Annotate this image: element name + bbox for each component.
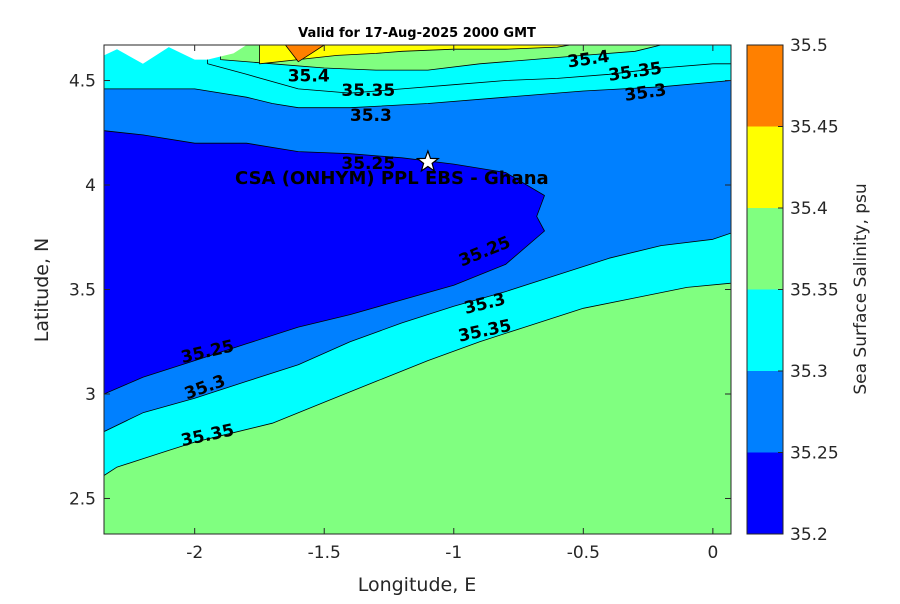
y-axis-label: Latitude, N bbox=[31, 238, 53, 343]
x-tick-label: -1 bbox=[445, 543, 462, 563]
site-marker: CSA (ONHYM) PPL EBS - Ghana bbox=[235, 149, 549, 189]
y-tick-label: 3.5 bbox=[69, 281, 96, 301]
y-axis: 2.5 3 3.5 4 4.5 bbox=[69, 72, 731, 509]
colorbar-label: Sea Surface Salinity, psu bbox=[851, 183, 871, 394]
colorbar-swatch bbox=[747, 371, 783, 453]
contour-label-6: 35.25 bbox=[341, 154, 395, 174]
y-tick-label: 4 bbox=[85, 176, 96, 196]
x-tick-label: -0.5 bbox=[567, 543, 600, 563]
colorbar-swatch bbox=[747, 208, 783, 290]
site-label: CSA (ONHYM) PPL EBS - Ghana bbox=[235, 168, 549, 189]
colorbar-swatch bbox=[747, 45, 783, 127]
colorbar-tick-label: 35.45 bbox=[790, 118, 839, 138]
star-icon bbox=[415, 149, 440, 173]
colorbar-swatch bbox=[747, 289, 783, 371]
x-axis-label: Longitude, E bbox=[358, 574, 477, 596]
colorbar-tick-label: 35.3 bbox=[790, 362, 828, 382]
contour-labels: 35.2535.335.3535.2535.335.3535.2535.335.… bbox=[179, 47, 667, 451]
land-mask bbox=[104, 45, 247, 64]
colorbar: 35.2 35.25 35.3 35.35 35.4 35.45 35.5 bbox=[746, 36, 839, 545]
colorbar-swatch bbox=[747, 126, 783, 208]
x-axis: -2 -1.5 -1 -0.5 0 bbox=[186, 45, 718, 563]
plot-area bbox=[104, 45, 731, 534]
contour-region-7 bbox=[284, 45, 325, 63]
contour-label-7: 35.3 bbox=[350, 106, 392, 126]
contour-label-8: 35.35 bbox=[341, 81, 395, 101]
contour-region-3 bbox=[104, 130, 545, 395]
x-tick-label: 0 bbox=[707, 543, 718, 563]
y-tick-label: 3 bbox=[85, 385, 96, 405]
colorbar-tick-label: 35.25 bbox=[790, 444, 839, 464]
colorbar-tick-label: 35.35 bbox=[790, 281, 839, 301]
y-tick-label: 2.5 bbox=[69, 489, 96, 509]
contour-label-9: 35.4 bbox=[288, 66, 330, 86]
colorbar-swatch bbox=[747, 452, 783, 534]
colorbar-tick-label: 35.4 bbox=[790, 199, 828, 219]
x-tick-label: -2 bbox=[186, 543, 203, 563]
colorbar-tick-label: 35.5 bbox=[790, 36, 828, 56]
chart-title: Valid for 17-Aug-2025 2000 GMT bbox=[298, 26, 536, 41]
colorbar-tick-label: 35.2 bbox=[790, 525, 828, 545]
y-tick-label: 4.5 bbox=[69, 72, 96, 92]
x-tick-label: -1.5 bbox=[308, 543, 341, 563]
